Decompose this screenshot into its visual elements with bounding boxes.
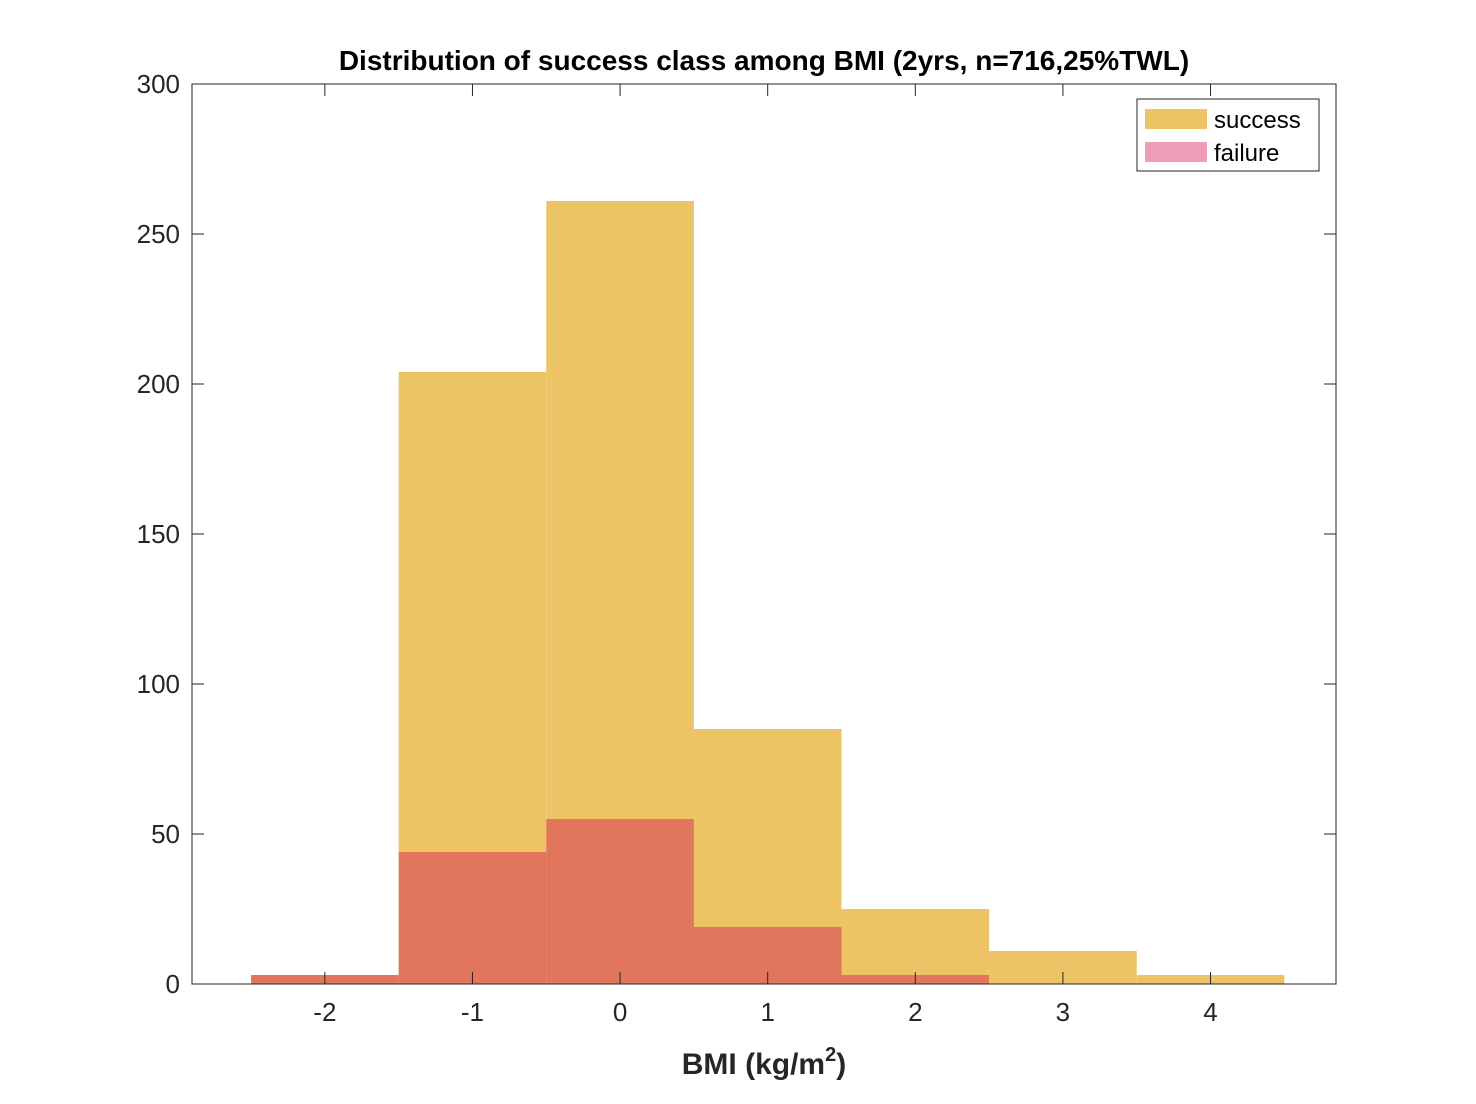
x-tick-label: 4	[1203, 997, 1217, 1027]
failure-bar-2	[546, 819, 694, 984]
y-tick-label: 200	[137, 369, 180, 399]
y-tick-label: 0	[166, 969, 180, 999]
x-tick-label: 2	[908, 997, 922, 1027]
legend: success failure	[1136, 98, 1320, 172]
x-tick-label: 1	[760, 997, 774, 1027]
x-tick-label: 3	[1056, 997, 1070, 1027]
y-tick-label: 50	[151, 819, 180, 849]
y-ticks: 0 50 100 150 200 250 300	[137, 69, 1336, 999]
x-ticks: -2 -1 0 1 2 3 4	[313, 84, 1218, 1027]
legend-swatch-failure	[1145, 142, 1207, 162]
success-bar-4	[841, 909, 990, 984]
legend-swatch-success	[1145, 109, 1207, 129]
x-axis-label-main: BMI (kg/m	[682, 1048, 825, 1081]
y-tick-label: 100	[137, 669, 180, 699]
y-tick-label: 150	[137, 519, 180, 549]
x-axis-label: BMI (kg/m2)	[682, 1044, 846, 1081]
y-tick-label: 300	[137, 69, 180, 99]
y-tick-label: 250	[137, 219, 180, 249]
x-axis-label-superscript: 2	[825, 1044, 836, 1066]
chart-title: Distribution of success class among BMI …	[339, 45, 1189, 76]
legend-label-success: success	[1214, 107, 1301, 134]
x-axis-label-end: )	[836, 1048, 846, 1081]
success-bars	[398, 201, 1285, 984]
x-tick-label: -2	[313, 997, 336, 1027]
failure-bar-1	[398, 852, 547, 984]
x-tick-label: 0	[613, 997, 627, 1027]
failure-bars	[251, 819, 990, 984]
legend-label-failure: failure	[1214, 140, 1279, 167]
x-tick-label: -1	[461, 997, 484, 1027]
